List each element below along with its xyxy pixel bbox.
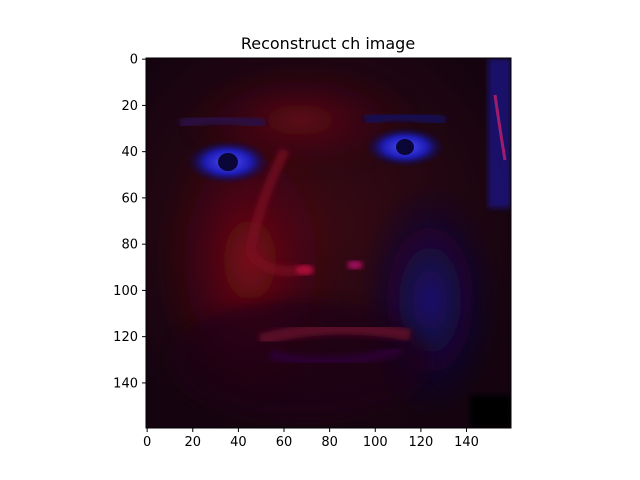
x-tick-label: 0 <box>143 435 151 450</box>
right-nostril <box>347 261 363 269</box>
y-tick-label: 0 <box>130 53 138 68</box>
x-tick-label: 20 <box>184 435 201 450</box>
plot-frame <box>145 57 512 429</box>
y-tick-label: 120 <box>113 330 138 345</box>
upper-lip <box>258 322 412 346</box>
y-tick-label: 40 <box>121 145 138 160</box>
x-tick-label: 140 <box>454 435 479 450</box>
lower-lip <box>268 345 402 367</box>
y-tick-label: 60 <box>121 191 138 206</box>
x-axis: 0 20 40 60 80 100 120 140 <box>143 428 479 450</box>
hair-highlight <box>493 94 507 161</box>
right-brow <box>363 109 447 128</box>
right-pupil <box>396 139 414 155</box>
x-tick-label: 100 <box>363 435 388 450</box>
y-tick-label: 20 <box>121 99 138 114</box>
left-pupil <box>218 153 238 171</box>
x-tick-label: 80 <box>321 435 338 450</box>
y-axis: 0 20 40 60 80 100 120 140 <box>113 53 146 391</box>
dark-corner <box>470 395 511 428</box>
y-tick-label: 100 <box>113 284 138 299</box>
x-tick-label: 40 <box>230 435 247 450</box>
y-tick-label: 80 <box>121 238 138 253</box>
x-tick-label: 120 <box>408 435 433 450</box>
chart-title: Reconstruct ch image <box>241 34 415 53</box>
y-tick-label: 140 <box>113 376 138 391</box>
left-nostril <box>296 265 314 275</box>
left-brow <box>178 112 267 131</box>
reconstructed-image <box>146 58 511 428</box>
x-tick-label: 60 <box>276 435 293 450</box>
nose-ridge <box>244 147 301 276</box>
